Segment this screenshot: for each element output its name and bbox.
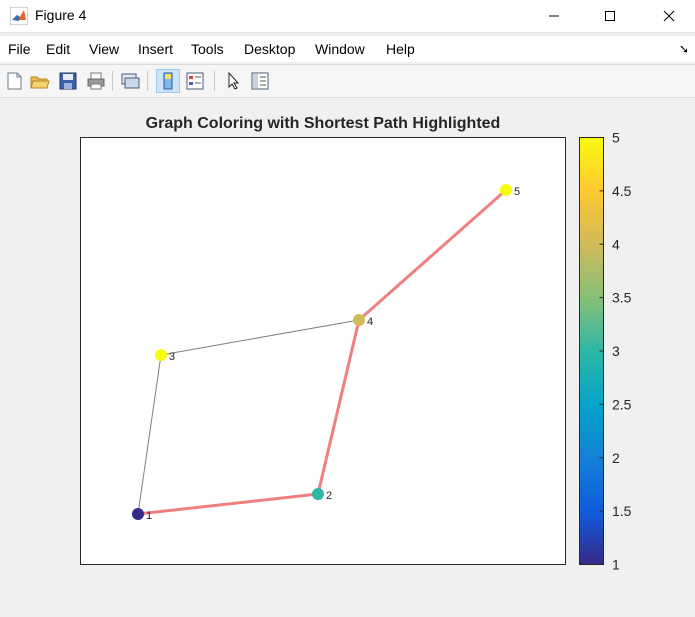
edges-layer xyxy=(137,188,507,516)
nodes-layer: 1 2 3 4 5 xyxy=(132,184,520,522)
minimize-icon xyxy=(549,15,559,17)
menu-view[interactable]: View xyxy=(89,41,120,57)
title-bar: Figure 4 xyxy=(0,0,695,33)
colorbar-tick-label: 2 xyxy=(612,450,620,466)
path-edge-1-2 xyxy=(137,492,319,516)
colorbar-tick-label: 5 xyxy=(612,130,620,146)
node-label-2: 2 xyxy=(326,490,332,502)
menu-desktop[interactable]: Desktop xyxy=(244,41,296,57)
close-button[interactable] xyxy=(646,0,692,32)
path-edge-2-4 xyxy=(316,319,361,495)
node-label-4: 4 xyxy=(367,316,373,328)
maximize-icon xyxy=(605,11,615,21)
node-label-5: 5 xyxy=(514,186,520,198)
menu-insert[interactable]: Insert xyxy=(138,41,174,57)
menu-window[interactable]: Window xyxy=(315,41,365,57)
graph-node-3 xyxy=(155,349,167,361)
colorbar-tick-label: 3 xyxy=(612,343,620,359)
graph-node-4 xyxy=(353,314,365,326)
node-label-3: 3 xyxy=(169,351,175,363)
property-inspector-icon[interactable] xyxy=(249,70,271,92)
colorbar-tick-label: 1 xyxy=(612,557,620,573)
open-file-icon[interactable] xyxy=(29,70,51,92)
toolbar-separator xyxy=(112,71,113,91)
path-edge-4-5 xyxy=(358,188,507,322)
colorbar-ticks: 1 1.5 2 2.5 3 3.5 4 4.5 5 xyxy=(599,130,632,573)
link-plot-icon[interactable] xyxy=(119,70,141,92)
dock-arrow-icon[interactable]: ➘ xyxy=(678,42,689,56)
toolbar-separator xyxy=(147,71,148,91)
colorbar-tick-label: 2.5 xyxy=(612,396,632,412)
print-icon[interactable] xyxy=(85,70,107,92)
menu-tools[interactable]: Tools xyxy=(191,41,224,57)
graph-node-5 xyxy=(500,184,512,196)
node-label-1: 1 xyxy=(146,510,152,522)
matlab-icon xyxy=(10,7,28,25)
maximize-button[interactable] xyxy=(587,0,633,32)
close-icon xyxy=(663,10,675,22)
figure-title: Graph Coloring with Shortest Path Highli… xyxy=(145,115,501,132)
toolbar-separator xyxy=(214,71,215,91)
minimize-button[interactable] xyxy=(531,0,577,32)
menu-help[interactable]: Help xyxy=(386,41,415,57)
colorbar-tick-label: 4.5 xyxy=(612,183,632,199)
save-icon[interactable] xyxy=(57,70,79,92)
graph-node-2 xyxy=(312,488,324,500)
colorbar-icon[interactable] xyxy=(156,69,180,93)
new-figure-icon[interactable] xyxy=(3,70,25,92)
graph-edge-3-4 xyxy=(160,319,360,356)
graph-edge-1-3 xyxy=(137,354,162,515)
pointer-icon[interactable] xyxy=(223,70,245,92)
toolbar xyxy=(0,64,695,98)
menu-file[interactable]: File xyxy=(8,41,31,57)
legend-icon[interactable] xyxy=(184,70,206,92)
menu-bar: File Edit View Insert Tools Desktop Wind… xyxy=(0,36,695,62)
colorbar-tick-label: 3.5 xyxy=(612,290,632,306)
menu-edit[interactable]: Edit xyxy=(46,41,71,57)
colorbar-tick-label: 1.5 xyxy=(612,503,632,519)
window-title: Figure 4 xyxy=(35,7,87,23)
graph-node-1 xyxy=(132,508,144,520)
colorbar-tick-label: 4 xyxy=(612,236,620,252)
